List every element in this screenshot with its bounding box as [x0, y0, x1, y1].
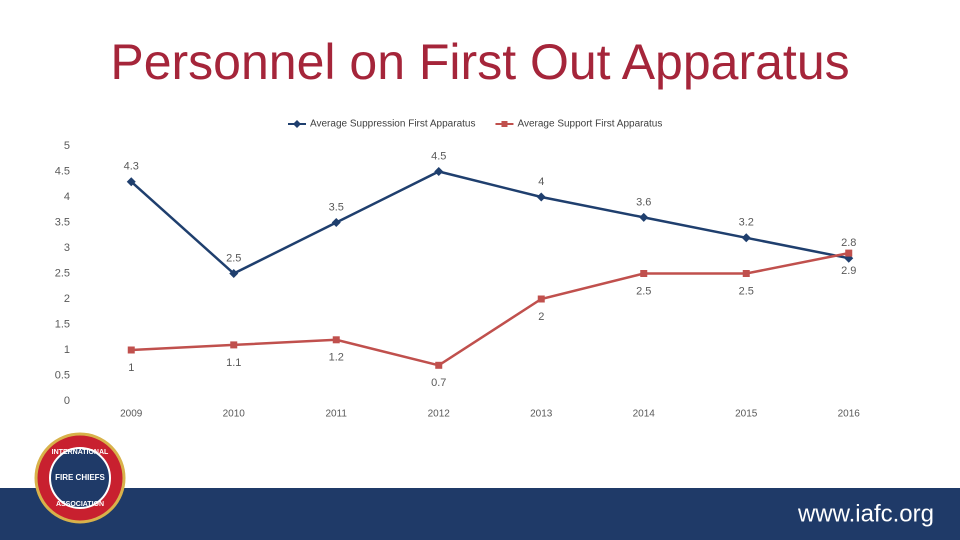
data-point	[126, 177, 136, 187]
data-label: 4.5	[431, 150, 446, 162]
y-tick-label: 4.5	[55, 165, 70, 177]
data-label: 2.9	[841, 265, 856, 277]
logo-center	[49, 447, 111, 509]
data-label: 2.5	[226, 252, 241, 264]
data-point	[229, 269, 239, 278]
x-tick-label: 2016	[838, 409, 861, 420]
data-point	[435, 361, 443, 369]
data-point	[332, 336, 340, 344]
data-point	[742, 270, 750, 277]
logo-text: FIRE CHIEFS	[55, 473, 105, 482]
legend-marker	[501, 121, 508, 127]
data-point	[537, 295, 545, 303]
data-label: 2.5	[636, 285, 651, 297]
data-point	[230, 341, 238, 349]
y-tick-label: 2	[64, 293, 70, 305]
legend-marker	[293, 120, 301, 128]
legend-label: Average Suppression First Apparatus	[310, 119, 475, 130]
data-label: 2.5	[739, 285, 754, 297]
y-tick-label: 0.5	[55, 369, 70, 381]
data-label: 2.8	[841, 237, 856, 249]
data-point	[639, 212, 649, 222]
data-point	[434, 167, 444, 176]
x-tick-label: 2009	[120, 409, 143, 420]
y-tick-label: 4	[64, 191, 70, 203]
x-tick-label: 2013	[530, 409, 553, 420]
y-tick-label: 3	[64, 242, 70, 254]
logo-text: INTERNATIONAL	[52, 449, 109, 456]
y-tick-label: 3.5	[55, 216, 70, 228]
series-line	[130, 170, 849, 275]
series-line	[131, 251, 849, 367]
data-point	[845, 249, 853, 257]
data-label: 3.2	[739, 217, 754, 229]
data-point	[844, 253, 854, 263]
data-label: 3.5	[329, 201, 344, 213]
data-point	[741, 233, 751, 243]
data-label: 0.7	[431, 377, 446, 389]
data-label: 1	[128, 362, 134, 374]
data-point	[331, 218, 341, 227]
data-point	[127, 346, 135, 354]
footer-bar	[0, 488, 960, 540]
y-tick-label: 5	[64, 140, 70, 152]
data-label: 2	[538, 311, 544, 323]
data-label: 3.6	[636, 196, 651, 208]
footer-url: www.iafc.org	[797, 500, 934, 527]
logo: INTERNATIONAL FIRE CHIEFS ASSOCIATION	[34, 432, 126, 524]
y-tick-label: 1	[64, 344, 70, 356]
y-tick-label: 2.5	[55, 267, 70, 279]
data-label: 1.1	[226, 357, 241, 369]
x-tick-label: 2011	[325, 409, 347, 420]
x-tick-label: 2012	[428, 409, 451, 420]
y-tick-label: 0	[64, 395, 70, 407]
x-tick-label: 2015	[735, 409, 758, 420]
data-label: 1.2	[329, 352, 344, 364]
data-label: 4.3	[124, 161, 139, 173]
data-point	[640, 270, 648, 277]
data-point	[536, 192, 546, 202]
logo-text: ASSOCIATION	[56, 501, 104, 508]
chart-title: Personnel on First Out Apparatus	[110, 34, 849, 90]
x-tick-label: 2010	[223, 409, 246, 420]
x-tick-label: 2014	[633, 409, 656, 420]
y-tick-label: 1.5	[55, 318, 70, 330]
legend-label: Average Support First Apparatus	[517, 119, 662, 130]
data-label: 4	[538, 176, 544, 188]
